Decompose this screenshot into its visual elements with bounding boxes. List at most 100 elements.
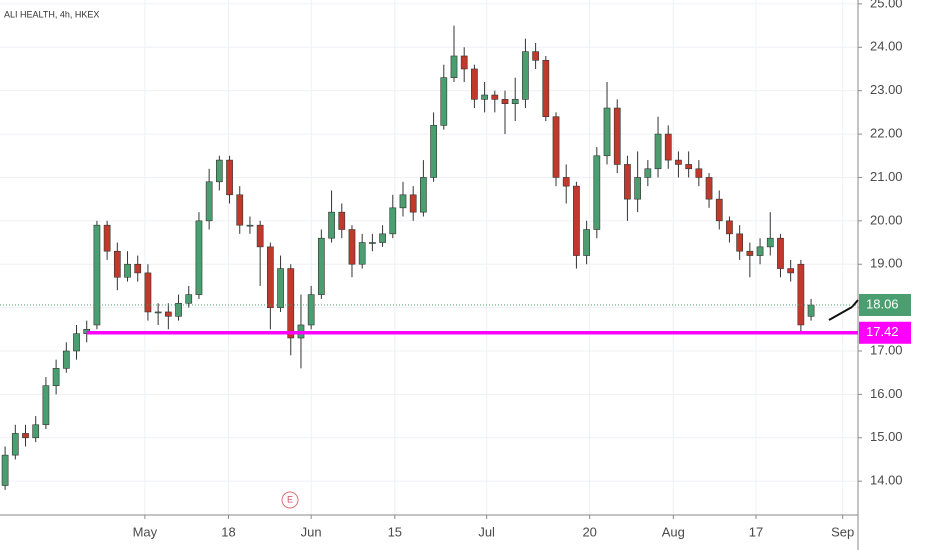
candle-body bbox=[42, 385, 50, 426]
candle-body bbox=[22, 433, 29, 439]
candle-body bbox=[144, 272, 152, 313]
candle-body bbox=[685, 164, 693, 170]
candle-body bbox=[583, 229, 590, 256]
x-tick-label: 18 bbox=[221, 524, 235, 539]
candle-body bbox=[256, 224, 264, 248]
candle-body bbox=[715, 198, 723, 222]
y-tick-label: 22.00 bbox=[870, 126, 903, 141]
candle-body bbox=[266, 246, 274, 308]
candle-body bbox=[1, 454, 9, 486]
candle-body bbox=[348, 229, 356, 265]
y-tick-label: 19.00 bbox=[870, 256, 903, 271]
candle-body bbox=[52, 368, 60, 387]
candle-body bbox=[215, 159, 223, 183]
x-tick-label: 15 bbox=[388, 524, 402, 539]
y-tick-label: 14.00 bbox=[870, 473, 903, 488]
arrow-line bbox=[828, 306, 853, 321]
candle-body bbox=[164, 311, 172, 317]
x-tick-label: Jul bbox=[478, 524, 495, 539]
candle-body bbox=[430, 125, 437, 178]
candle-body bbox=[654, 133, 662, 170]
y-tick-label: 20.00 bbox=[870, 212, 903, 227]
candle-body bbox=[379, 233, 386, 243]
candle-body bbox=[644, 168, 652, 178]
candle-body bbox=[756, 246, 764, 256]
arrow-head bbox=[851, 299, 859, 308]
y-tick-label: 17.00 bbox=[870, 342, 903, 357]
candle-body bbox=[113, 250, 121, 278]
candle-body bbox=[593, 155, 601, 230]
candles bbox=[1, 25, 815, 490]
candle-body bbox=[236, 194, 244, 226]
x-tick-label: Aug bbox=[662, 524, 685, 539]
candle-body bbox=[369, 242, 376, 244]
y-tick-label: 25.00 bbox=[870, 0, 903, 10]
candle-body bbox=[246, 224, 254, 227]
candle-body bbox=[32, 424, 40, 439]
grid bbox=[0, 0, 858, 515]
candle-body bbox=[93, 224, 101, 326]
candle-body bbox=[522, 51, 529, 100]
candle-body bbox=[358, 242, 366, 265]
candle-body bbox=[460, 55, 468, 70]
candle-body bbox=[613, 107, 621, 165]
last-price-box bbox=[859, 294, 911, 317]
candle-body bbox=[328, 211, 335, 239]
candle-body bbox=[11, 433, 19, 456]
x-tick-label: 17 bbox=[749, 524, 763, 539]
x-tick-label: Jun bbox=[301, 524, 322, 539]
candle-body bbox=[124, 263, 131, 278]
x-tick-label: Sep bbox=[831, 524, 854, 539]
candle-body bbox=[318, 237, 325, 295]
candle-body bbox=[664, 133, 672, 161]
candle-body bbox=[287, 268, 295, 339]
candle-body bbox=[603, 107, 611, 157]
level-label: 17.42 bbox=[866, 324, 899, 339]
earnings-marker bbox=[281, 491, 299, 509]
y-tick-label: 21.00 bbox=[870, 169, 903, 184]
candle-body bbox=[573, 185, 580, 256]
candle-body bbox=[501, 99, 509, 104]
candle-body bbox=[399, 194, 407, 209]
candle-body bbox=[440, 77, 448, 126]
candle-body bbox=[154, 311, 162, 314]
x-tick-label: May bbox=[133, 524, 158, 539]
earnings-label: E bbox=[287, 494, 293, 504]
candle-body bbox=[695, 168, 703, 178]
candle-body bbox=[624, 164, 631, 200]
y-tick-label: 15.00 bbox=[870, 429, 903, 444]
candle-body bbox=[491, 94, 499, 100]
candle-body bbox=[542, 60, 550, 118]
candle-body bbox=[726, 220, 733, 235]
candle-body bbox=[552, 116, 560, 178]
candle-body bbox=[471, 68, 478, 100]
candle-body bbox=[532, 51, 539, 61]
candle-body bbox=[481, 94, 488, 100]
candle-body bbox=[205, 181, 213, 222]
candle-body bbox=[634, 177, 641, 200]
candle-body bbox=[807, 304, 815, 317]
candle-body bbox=[226, 159, 233, 196]
candle-body bbox=[195, 220, 203, 295]
candle-body bbox=[420, 177, 427, 213]
candle-body bbox=[175, 302, 182, 317]
candle-body bbox=[746, 250, 754, 256]
candle-body bbox=[705, 177, 713, 200]
y-tick-label: 16.00 bbox=[870, 386, 903, 401]
candle-body bbox=[787, 268, 795, 274]
level-box bbox=[859, 321, 911, 344]
y-tick-label: 24.00 bbox=[870, 39, 903, 54]
candle-body bbox=[73, 333, 80, 352]
x-tick-label: 20 bbox=[582, 524, 596, 539]
candle-body bbox=[338, 211, 346, 230]
candle-body bbox=[675, 159, 682, 165]
candle-body bbox=[307, 294, 315, 326]
candle-body bbox=[389, 207, 397, 235]
candle-body bbox=[797, 263, 805, 326]
candle-body bbox=[62, 350, 70, 369]
candle-body bbox=[736, 233, 744, 252]
candle-body bbox=[766, 237, 774, 248]
candle-body bbox=[777, 237, 784, 269]
